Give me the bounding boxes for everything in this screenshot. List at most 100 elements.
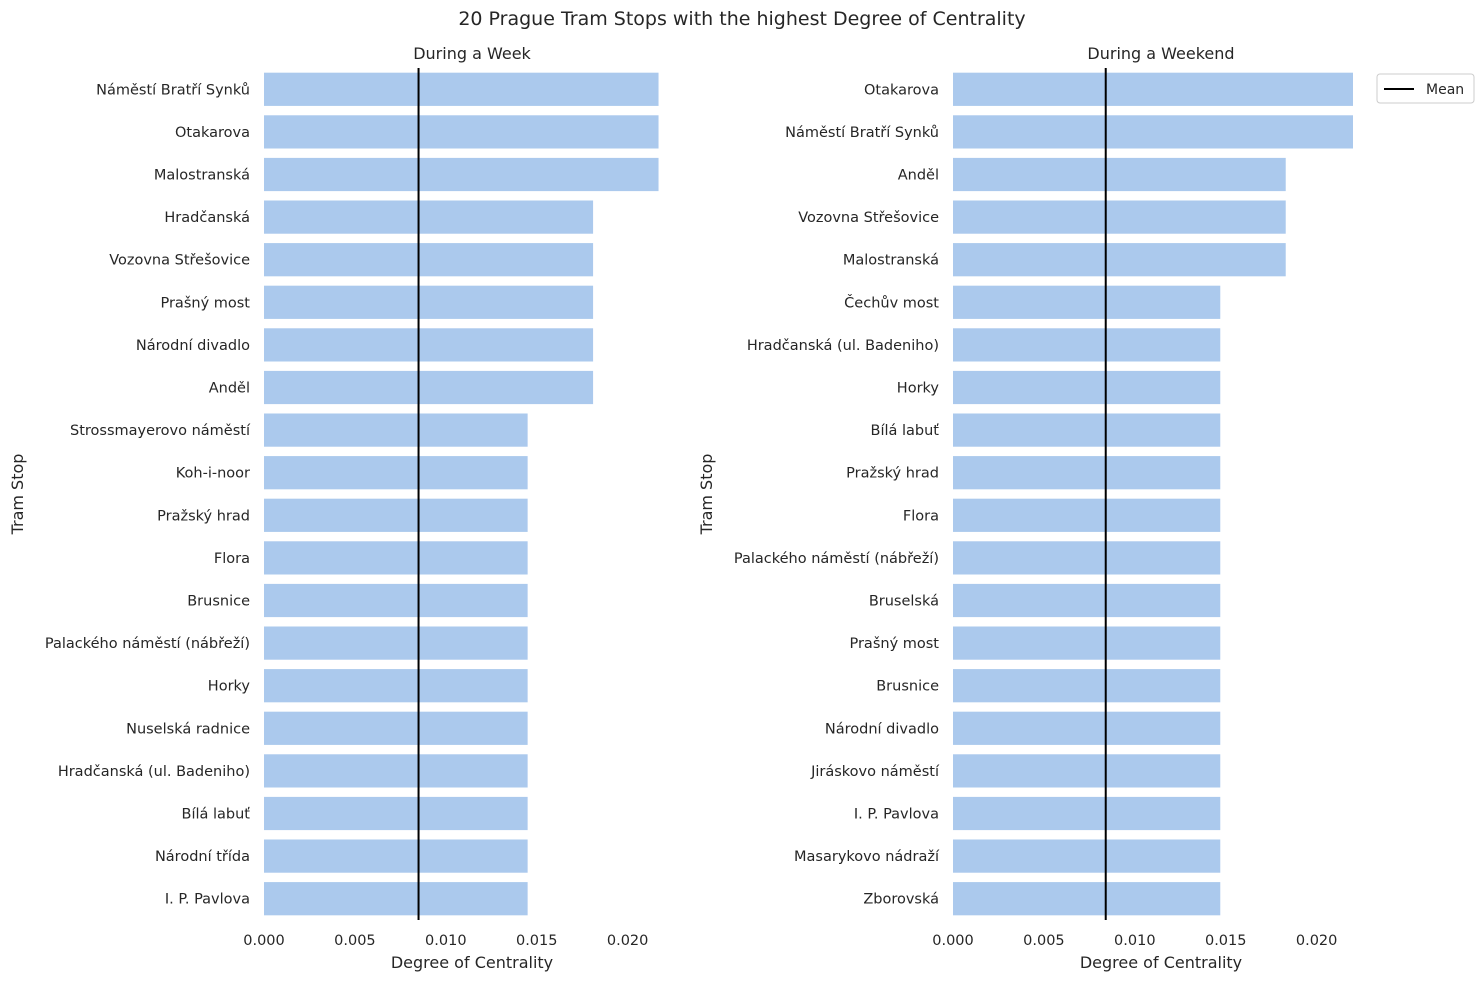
bar (953, 498, 1221, 532)
y-tick-label: Nuselská radnice (126, 721, 250, 737)
x-tick-label: 0.000 (243, 933, 285, 949)
x-tick-labels-weekend: 0.000 0.005 0.010 0.015 0.020 (932, 933, 1337, 949)
y-tick-label: Čechův most (844, 293, 939, 311)
bar (264, 839, 528, 873)
y-axis-label-weekend: Tram Stop (697, 454, 716, 536)
bar (264, 711, 528, 745)
bar-group-weekend (953, 72, 1353, 916)
y-axis-label-week: Tram Stop (8, 454, 27, 536)
y-tick-label: Palackého náměstí (nábřeží) (734, 551, 939, 567)
bar (953, 669, 1221, 703)
bar (264, 328, 594, 362)
y-tick-label: Národní třída (155, 849, 250, 865)
y-tick-label: Náměstí Bratří Synků (785, 125, 939, 141)
bar (953, 882, 1221, 916)
y-tick-label: Náměstí Bratří Synků (96, 82, 250, 98)
bar (264, 285, 594, 319)
x-tick-label: 0.000 (932, 933, 974, 949)
y-tick-label: Hradčanská (ul. Badeniho) (747, 338, 939, 354)
y-tick-label: Prašný most (160, 295, 250, 311)
y-tick-label: Zborovská (863, 892, 939, 908)
y-tick-label: Brusnice (876, 679, 939, 695)
x-tick-label: 0.015 (1205, 933, 1247, 949)
y-tick-label: Masarykovo nádraží (794, 849, 940, 865)
y-tick-label: Flora (903, 508, 939, 524)
y-tick-label: Bruselská (869, 594, 939, 610)
bar (953, 370, 1221, 405)
y-tick-label: Bílá labuť (182, 807, 251, 823)
bar (264, 200, 594, 234)
y-tick-label: Anděl (209, 381, 250, 397)
bar (264, 157, 659, 192)
bar (953, 72, 1353, 106)
bar (953, 711, 1221, 745)
x-tick-label: 0.020 (1296, 933, 1338, 949)
y-tick-label: Pražský hrad (846, 466, 939, 482)
x-tick-label: 0.005 (334, 933, 376, 949)
bar (953, 583, 1221, 618)
bar (953, 157, 1286, 192)
y-tick-label: Flora (214, 551, 250, 567)
y-tick-label: Koh-i-noor (176, 466, 250, 482)
bar (264, 456, 528, 490)
y-tick-label: Pražský hrad (157, 508, 250, 524)
bar (953, 243, 1286, 277)
x-tick-label: 0.020 (607, 933, 649, 949)
bar (264, 498, 528, 532)
y-tick-label: Národní divadlo (825, 721, 939, 737)
bar (953, 754, 1221, 788)
x-tick-label: 0.005 (1023, 933, 1065, 949)
y-tick-label: Prašný most (849, 636, 939, 652)
bar (264, 754, 528, 788)
x-axis-label-weekend: Degree of Centrality (1080, 953, 1242, 972)
bar (953, 200, 1286, 234)
bar (264, 541, 528, 575)
bar (264, 243, 594, 277)
bar (264, 882, 528, 916)
x-tick-label: 0.010 (1114, 933, 1156, 949)
bar (953, 626, 1221, 660)
bar (953, 413, 1221, 447)
y-tick-label: Horky (897, 381, 940, 397)
legend-mean-label: Mean (1426, 82, 1464, 98)
x-tick-label: 0.010 (425, 933, 467, 949)
y-tick-label: I. P. Pavlova (165, 892, 250, 908)
y-tick-label: Národní divadlo (136, 338, 250, 354)
y-tick-label: Bílá labuť (871, 423, 940, 439)
figure-title: 20 Prague Tram Stops with the highest De… (458, 8, 1025, 30)
panel-title-weekend: During a Weekend (1087, 44, 1234, 63)
y-tick-labels-weekend: Otakarova Náměstí Bratří Synků Anděl Vozovn… (734, 82, 940, 907)
bar (953, 456, 1221, 490)
bar (264, 413, 528, 447)
y-tick-label: Palackého náměstí (nábřeží) (45, 636, 250, 652)
bar (953, 285, 1221, 319)
panel-during-weekend: During a Weekend Degree of Centrality Tr… (697, 44, 1353, 972)
y-tick-label: Jiráskovo náměstí (810, 764, 940, 780)
bar (264, 669, 528, 703)
y-tick-label: I. P. Pavlova (854, 807, 939, 823)
bar (264, 626, 528, 660)
y-tick-label: Otakarova (864, 82, 939, 98)
bar (264, 72, 659, 106)
y-tick-label: Anděl (898, 168, 939, 184)
legend: Mean (1376, 73, 1475, 104)
y-tick-label: Malostranská (843, 253, 939, 269)
y-tick-label: Vozovna Střešovice (798, 210, 939, 226)
bar (264, 370, 594, 405)
bar (953, 796, 1221, 831)
panel-during-week: During a Week Degree of Centrality Tram … (8, 44, 659, 972)
y-tick-label: Hradčanská (164, 210, 250, 226)
y-tick-label: Horky (208, 679, 251, 695)
bar (953, 541, 1221, 575)
x-tick-label: 0.015 (516, 933, 558, 949)
bar-group-week (264, 72, 659, 916)
legend-box (1376, 73, 1475, 104)
x-axis-label-week: Degree of Centrality (391, 953, 553, 972)
y-tick-label: Hradčanská (ul. Badeniho) (58, 764, 250, 780)
bar (953, 328, 1221, 362)
y-tick-label: Otakarova (175, 125, 250, 141)
bar (953, 115, 1353, 149)
bar (264, 115, 659, 149)
y-tick-label: Brusnice (187, 594, 250, 610)
